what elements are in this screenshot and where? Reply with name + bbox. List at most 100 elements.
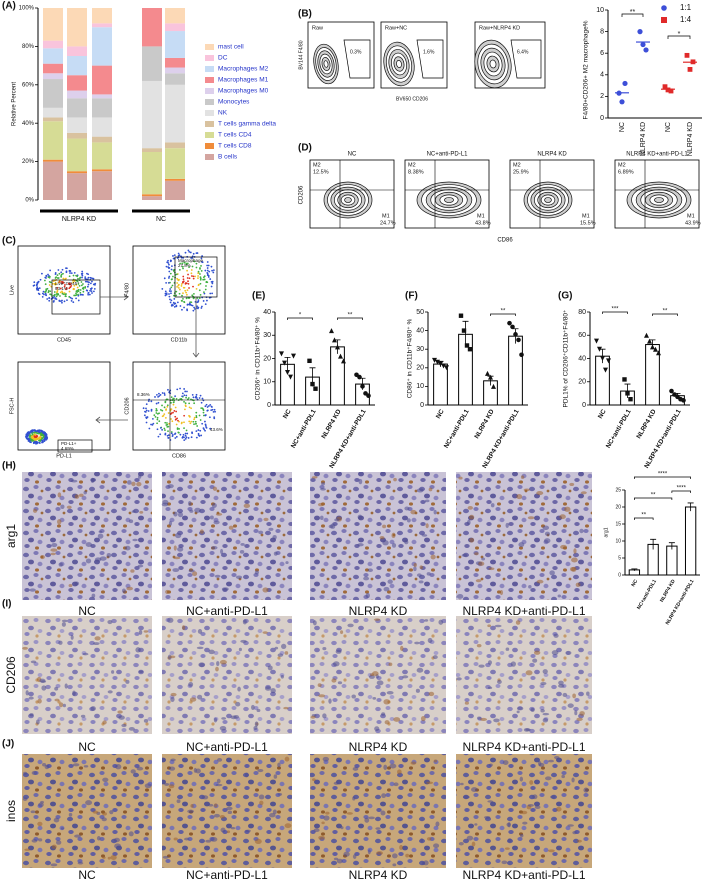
cell bbox=[107, 619, 113, 625]
cell bbox=[493, 718, 500, 723]
cell bbox=[187, 809, 195, 814]
event bbox=[25, 434, 28, 437]
legend-swatch bbox=[205, 154, 214, 160]
event bbox=[145, 403, 148, 406]
bar-segment bbox=[142, 196, 162, 200]
cell bbox=[238, 647, 242, 652]
cell bbox=[586, 691, 590, 696]
bar-segment bbox=[165, 84, 185, 143]
event bbox=[173, 433, 176, 435]
cell bbox=[107, 856, 111, 860]
bar bbox=[330, 346, 345, 406]
legend-marker bbox=[661, 17, 667, 23]
cell bbox=[555, 806, 562, 812]
event bbox=[74, 294, 77, 297]
event bbox=[193, 402, 196, 405]
legend-swatch bbox=[205, 88, 214, 94]
point bbox=[507, 320, 512, 326]
event bbox=[199, 268, 201, 270]
event bbox=[183, 439, 186, 442]
cell bbox=[536, 579, 544, 584]
event bbox=[165, 292, 168, 295]
cell bbox=[317, 683, 322, 688]
event bbox=[203, 292, 206, 295]
cell bbox=[170, 758, 176, 762]
cell bbox=[333, 857, 339, 861]
y-tick-label: 30 bbox=[416, 346, 424, 353]
event bbox=[175, 397, 178, 400]
event bbox=[206, 264, 209, 267]
event bbox=[201, 397, 204, 400]
event bbox=[168, 267, 171, 269]
event bbox=[183, 394, 186, 397]
cell bbox=[184, 837, 190, 841]
cell bbox=[487, 800, 494, 803]
cell bbox=[242, 619, 247, 625]
cell bbox=[264, 686, 272, 691]
bar-segment bbox=[67, 117, 87, 133]
event bbox=[72, 274, 75, 277]
event bbox=[82, 283, 84, 285]
event bbox=[195, 414, 198, 417]
event bbox=[184, 390, 187, 393]
cell bbox=[352, 854, 357, 859]
cell bbox=[230, 715, 237, 720]
event bbox=[48, 284, 51, 286]
flow-axis-label: CD86 bbox=[172, 453, 186, 459]
y-tick-label: 10 bbox=[416, 383, 424, 390]
cell bbox=[320, 487, 326, 491]
event bbox=[88, 281, 90, 284]
event bbox=[60, 275, 63, 278]
event bbox=[172, 275, 174, 278]
event bbox=[146, 416, 149, 418]
event bbox=[75, 284, 78, 286]
y-tick-label: 40% bbox=[22, 121, 35, 127]
event bbox=[159, 427, 162, 429]
cell bbox=[226, 830, 231, 834]
event bbox=[169, 298, 171, 301]
event bbox=[166, 405, 169, 408]
event bbox=[150, 423, 152, 426]
cell bbox=[31, 770, 38, 776]
event bbox=[181, 308, 183, 311]
cell bbox=[487, 660, 492, 665]
event bbox=[41, 430, 44, 433]
event bbox=[147, 410, 150, 412]
event bbox=[82, 293, 84, 296]
cell bbox=[118, 715, 125, 720]
event bbox=[92, 290, 95, 293]
cell bbox=[368, 674, 375, 679]
event bbox=[31, 436, 34, 439]
cell bbox=[115, 764, 122, 770]
x-tick-label: NC+anti-PDL1 bbox=[605, 408, 633, 450]
event bbox=[182, 275, 185, 278]
event bbox=[39, 278, 42, 281]
event bbox=[165, 293, 168, 296]
event bbox=[182, 297, 184, 300]
gate bbox=[416, 39, 444, 79]
event bbox=[177, 431, 180, 434]
event bbox=[56, 286, 59, 289]
cell bbox=[358, 478, 363, 485]
cell bbox=[107, 690, 113, 694]
event bbox=[37, 287, 40, 290]
event bbox=[68, 270, 71, 272]
event bbox=[168, 290, 171, 292]
gate bbox=[57, 439, 93, 453]
event bbox=[78, 284, 81, 287]
event bbox=[175, 273, 178, 276]
sig-label: ** bbox=[663, 309, 668, 315]
cell bbox=[96, 836, 101, 841]
cell bbox=[177, 512, 184, 518]
event bbox=[63, 285, 66, 288]
sig-bracket bbox=[602, 311, 628, 314]
x-tick-label: NC bbox=[619, 122, 626, 132]
quadrant-label: M1 bbox=[477, 213, 485, 219]
cell bbox=[251, 704, 255, 710]
sig-label: * bbox=[678, 31, 681, 38]
cell bbox=[460, 782, 464, 786]
event bbox=[54, 297, 57, 300]
cell bbox=[489, 780, 494, 783]
cell bbox=[83, 765, 89, 768]
panel-label: (B) bbox=[298, 9, 312, 20]
